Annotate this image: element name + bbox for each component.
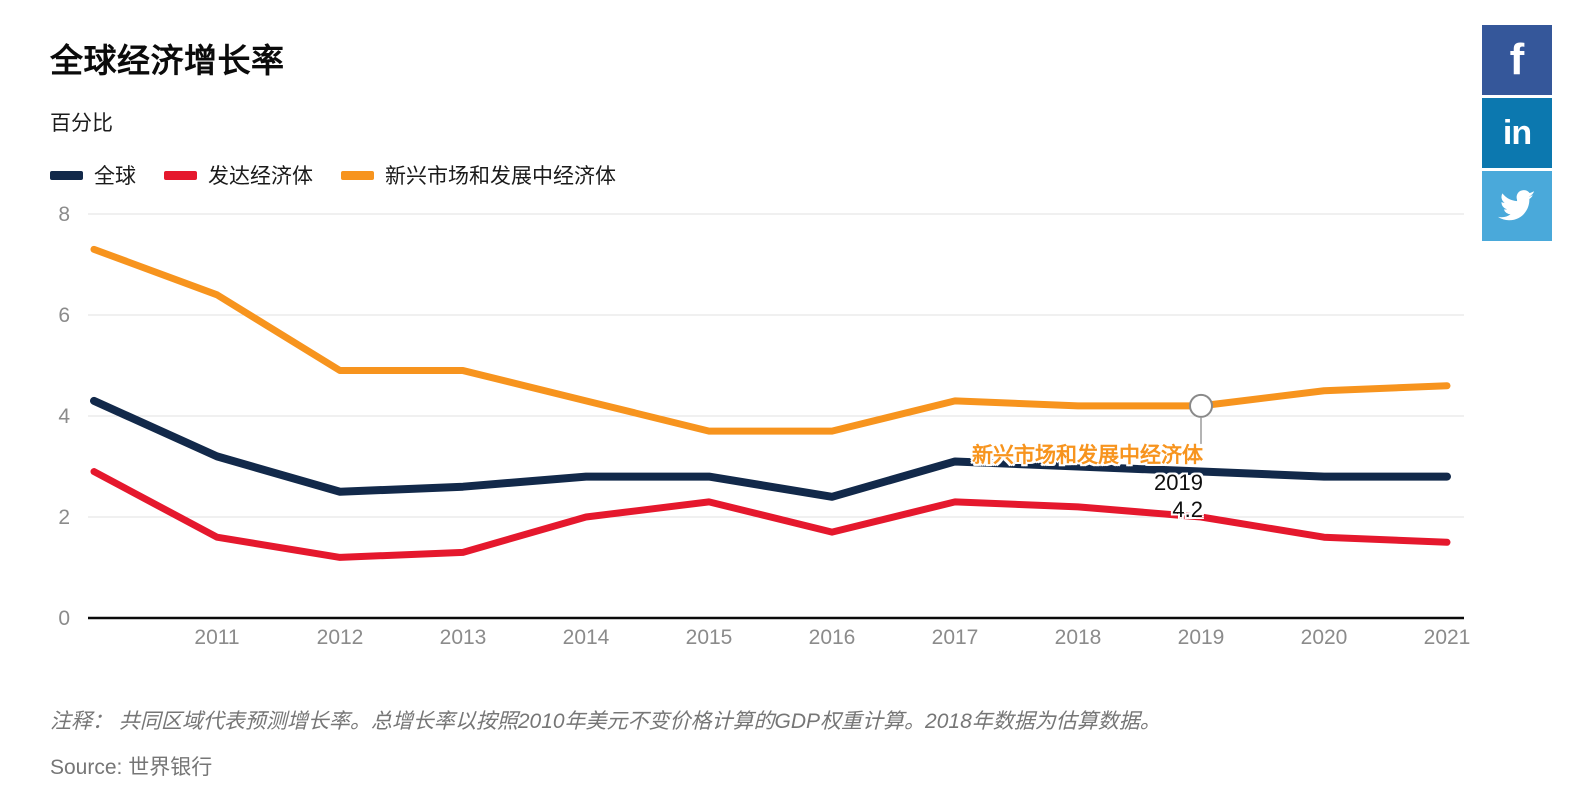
legend-label-advanced-economies: 发达经济体: [208, 165, 313, 188]
facebook-share-button[interactable]: f: [1482, 25, 1552, 95]
series-line-0[interactable]: [90, 396, 1451, 501]
source-line: Source: 世界银行: [50, 751, 212, 781]
y-tick-label: 6: [58, 304, 70, 327]
series-line-1[interactable]: [90, 468, 1451, 561]
footnote: 注释： 共同区域代表预测增长率。总增长率以按照2010年美元不变价格计算的GDP…: [50, 710, 1161, 733]
x-tick-label: 2013: [440, 626, 487, 649]
y-tick-label: 2: [58, 506, 70, 529]
source-prefix: Source:: [50, 756, 129, 779]
x-tick-label: 2021: [1424, 626, 1471, 649]
legend-swatch-emerging-markets: [341, 170, 374, 180]
y-tick-label: 4: [58, 405, 70, 428]
linkedin-share-button[interactable]: in: [1482, 98, 1552, 168]
legend-item-global[interactable]: 全球: [50, 160, 136, 190]
y-tick-label: 8: [58, 203, 70, 226]
x-tick-label: 2019: [1178, 626, 1225, 649]
x-tick-label: 2017: [932, 626, 979, 649]
hover-marker[interactable]: [1189, 393, 1213, 418]
x-tick-label: 2015: [686, 626, 733, 649]
legend-label-emerging-markets: 新兴市场和发展中经济体: [385, 165, 616, 188]
legend-label-global: 全球: [94, 165, 136, 188]
twitter-bird-icon: [1498, 190, 1536, 221]
x-tick-label: 2012: [317, 626, 364, 649]
x-tick-label: 2016: [809, 626, 856, 649]
linkedin-icon: in: [1502, 113, 1532, 152]
legend-item-advanced-economies[interactable]: 发达经济体: [164, 160, 313, 190]
x-tick-label: 2020: [1301, 626, 1348, 649]
twitter-share-button[interactable]: [1482, 171, 1552, 241]
legend-item-emerging-markets[interactable]: 新兴市场和发展中经济体: [341, 160, 616, 190]
legend-swatch-global: [50, 170, 83, 180]
share-buttons: f in: [1482, 25, 1552, 244]
source-name: 世界银行: [128, 756, 213, 779]
axis-unit-label: 百分比: [50, 112, 113, 135]
legend: 全球 发达经济体 新兴市场和发展中经济体: [50, 160, 644, 190]
page-title: 全球经济增长率: [50, 42, 285, 79]
x-tick-label: 2011: [194, 626, 239, 649]
y-tick-label: 0: [58, 607, 70, 630]
x-tick-label: 2014: [563, 626, 610, 649]
x-tick-label: 2018: [1055, 626, 1102, 649]
legend-swatch-advanced-economies: [164, 170, 197, 180]
series-line-2[interactable]: [90, 245, 1451, 435]
facebook-icon: f: [1509, 35, 1525, 84]
